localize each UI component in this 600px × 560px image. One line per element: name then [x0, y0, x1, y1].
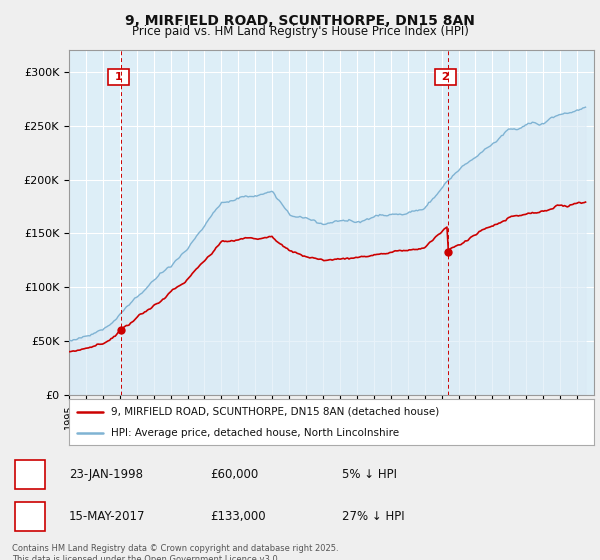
Text: Price paid vs. HM Land Registry's House Price Index (HPI): Price paid vs. HM Land Registry's House … — [131, 25, 469, 38]
Text: 1: 1 — [110, 72, 126, 82]
Text: Contains HM Land Registry data © Crown copyright and database right 2025.
This d: Contains HM Land Registry data © Crown c… — [12, 544, 338, 560]
Text: £60,000: £60,000 — [210, 468, 258, 481]
Text: 2: 2 — [26, 510, 34, 523]
Text: 15-MAY-2017: 15-MAY-2017 — [69, 510, 146, 523]
Text: HPI: Average price, detached house, North Lincolnshire: HPI: Average price, detached house, Nort… — [111, 428, 399, 438]
FancyBboxPatch shape — [15, 502, 45, 531]
Text: 1: 1 — [26, 468, 34, 481]
Text: 9, MIRFIELD ROAD, SCUNTHORPE, DN15 8AN: 9, MIRFIELD ROAD, SCUNTHORPE, DN15 8AN — [125, 14, 475, 28]
Text: 27% ↓ HPI: 27% ↓ HPI — [342, 510, 404, 523]
Text: 23-JAN-1998: 23-JAN-1998 — [69, 468, 143, 481]
Text: 9, MIRFIELD ROAD, SCUNTHORPE, DN15 8AN (detached house): 9, MIRFIELD ROAD, SCUNTHORPE, DN15 8AN (… — [111, 407, 439, 417]
FancyBboxPatch shape — [15, 460, 45, 489]
Text: 5% ↓ HPI: 5% ↓ HPI — [342, 468, 397, 481]
Text: £133,000: £133,000 — [210, 510, 266, 523]
Text: 2: 2 — [437, 72, 453, 82]
